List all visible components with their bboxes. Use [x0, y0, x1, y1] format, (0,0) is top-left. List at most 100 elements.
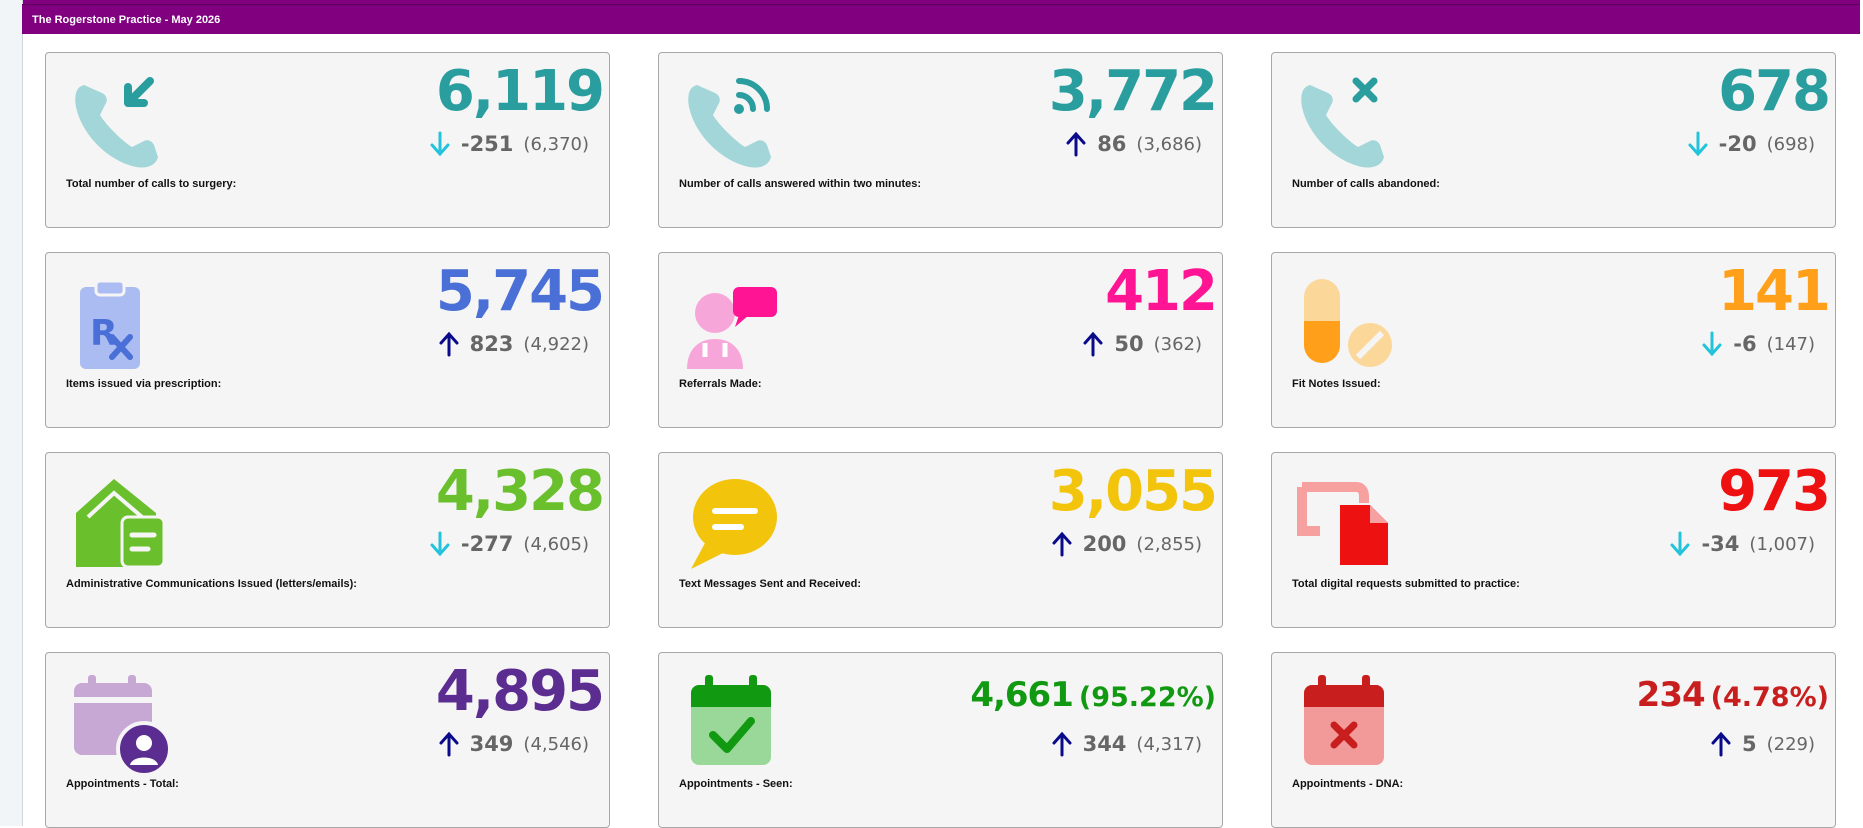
previous-value: (6,370) — [523, 133, 589, 155]
delta-value: -251 — [460, 132, 514, 156]
metric-value: 6,119 — [435, 59, 605, 124]
previous-value: (1,007) — [1749, 533, 1815, 555]
phone-answered-icon — [688, 78, 771, 168]
delta-value: -34 — [1701, 532, 1740, 556]
previous-value: (4,546) — [523, 733, 589, 755]
header-top-strip — [22, 0, 1860, 4]
metric-value: 234 (4.78%) — [1637, 673, 1829, 720]
card-appointments-seen: 4,661 (95.22%) 344 (4,317) Appointments -… — [658, 652, 1223, 828]
metric-label: Total number of calls to surgery: — [66, 178, 237, 190]
svg-text:R: R — [90, 313, 118, 354]
delta-value: 200 — [1082, 532, 1127, 556]
arrow-down-icon — [1670, 531, 1690, 557]
delta-value: 349 — [469, 732, 514, 756]
previous-value: (4,922) — [523, 333, 589, 355]
metric-change: -6 (147) — [1701, 329, 1815, 359]
metric-change: 86 (3,686) — [1065, 129, 1202, 159]
metric-label: Referrals Made: — [679, 378, 762, 390]
metric-value: 3,055 — [1048, 459, 1218, 524]
previous-value: (147) — [1766, 333, 1815, 355]
metric-label: Number of calls abandoned: — [1292, 178, 1440, 190]
metric-count: 234 — [1636, 675, 1706, 715]
delta-value: 344 — [1082, 732, 1127, 756]
previous-value: (2,855) — [1136, 533, 1202, 555]
doctor-referral-icon — [687, 287, 777, 369]
pills-icon — [1304, 279, 1392, 367]
card-calls-answered: 3,772 86 (3,686) Number of calls answere… — [658, 52, 1223, 228]
arrow-down-icon — [1702, 331, 1722, 357]
message-icon — [691, 479, 777, 569]
previous-value: (362) — [1153, 333, 1202, 355]
delta-value: -20 — [1718, 132, 1757, 156]
metric-value: 4,895 — [435, 659, 605, 724]
metric-change: -251 (6,370) — [429, 129, 589, 159]
calendar-x-icon — [1304, 675, 1384, 765]
arrow-up-icon — [439, 331, 459, 357]
metric-value: 4,661 (95.22%) — [970, 673, 1216, 720]
metric-change: 344 (4,317) — [1051, 729, 1202, 759]
metric-change: 50 (362) — [1082, 329, 1202, 359]
arrow-up-icon — [1083, 331, 1103, 357]
metric-change: 349 (4,546) — [438, 729, 589, 759]
metric-value: 973 — [1718, 459, 1831, 524]
arrow-down-icon — [430, 131, 450, 157]
metric-label: Number of calls answered within two minu… — [679, 178, 922, 190]
arrow-up-icon — [1052, 731, 1072, 757]
metric-change: 5 (229) — [1710, 729, 1815, 759]
page-title: The Rogerstone Practice - May 2026 — [22, 4, 1860, 34]
metric-change: -34 (1,007) — [1669, 529, 1815, 559]
metric-label: Appointments - Seen: — [679, 778, 793, 790]
metric-change: -20 (698) — [1687, 129, 1815, 159]
left-margin — [0, 0, 23, 826]
metric-label: Administrative Communications Issued (le… — [66, 578, 357, 590]
digital-request-icon — [1297, 482, 1388, 565]
delta-value: -6 — [1733, 332, 1757, 356]
metric-change: 200 (2,855) — [1051, 529, 1202, 559]
metric-label: Appointments - DNA: — [1292, 778, 1404, 790]
phone-missed-icon — [1301, 77, 1384, 168]
metric-change: 823 (4,922) — [438, 329, 589, 359]
metric-value: 4,328 — [435, 459, 605, 524]
metric-value: 3,772 — [1048, 59, 1218, 124]
calendar-check-icon — [691, 675, 771, 765]
prescription-icon: R — [80, 279, 140, 369]
arrow-up-icon — [1066, 131, 1086, 157]
previous-value: (229) — [1766, 733, 1815, 755]
metric-label: Fit Notes Issued: — [1292, 378, 1381, 390]
card-fit-notes: 141 -6 (147) Fit Notes Issued: — [1271, 252, 1836, 428]
metric-percentage: (95.22%) — [1078, 682, 1216, 713]
card-digital-requests: 973 -34 (1,007) Total digital requests s… — [1271, 452, 1836, 628]
metric-count: 4,661 — [970, 675, 1074, 715]
arrow-up-icon — [439, 731, 459, 757]
card-appointments-total: 4,895 349 (4,546) Appointments - Total: — [45, 652, 610, 828]
card-appointments-dna: 234 (4.78%) 5 (229) Appointments - DNA: — [1271, 652, 1836, 828]
metric-value: 141 — [1718, 259, 1831, 324]
delta-value: 823 — [469, 332, 514, 356]
delta-value: 86 — [1097, 132, 1127, 156]
metric-label: Appointments - Total: — [66, 778, 179, 790]
metric-change: -277 (4,605) — [429, 529, 589, 559]
card-total-calls: 6,119 -251 (6,370) Total number of calls… — [45, 52, 610, 228]
card-admin-comms: 4,328 -277 (4,605) Administrative Commun… — [45, 452, 610, 628]
delta-value: -277 — [460, 532, 514, 556]
arrow-down-icon — [1688, 131, 1708, 157]
phone-incoming-icon — [75, 77, 158, 168]
delta-value: 50 — [1114, 332, 1144, 356]
calendar-user-icon — [74, 675, 170, 773]
card-calls-abandoned: 678 -20 (698) Number of calls abandoned: — [1271, 52, 1836, 228]
metric-label: Text Messages Sent and Received: — [679, 578, 861, 590]
arrow-up-icon — [1711, 731, 1731, 757]
previous-value: (698) — [1766, 133, 1815, 155]
metric-label: Items issued via prescription: — [66, 378, 222, 390]
metric-label: Total digital requests submitted to prac… — [1292, 578, 1520, 590]
card-referrals: 412 50 (362) Referrals Made: — [658, 252, 1223, 428]
arrow-up-icon — [1052, 531, 1072, 557]
card-text-messages: 3,055 200 (2,855) Text Messages Sent and… — [658, 452, 1223, 628]
metric-value: 5,745 — [435, 259, 605, 324]
card-prescriptions: R 5,745 823 (4,922) Items issued via pre… — [45, 252, 610, 428]
metric-value: 412 — [1105, 259, 1218, 324]
previous-value: (4,605) — [523, 533, 589, 555]
delta-value: 5 — [1741, 732, 1757, 756]
metric-value: 678 — [1718, 59, 1831, 124]
arrow-down-icon — [430, 531, 450, 557]
